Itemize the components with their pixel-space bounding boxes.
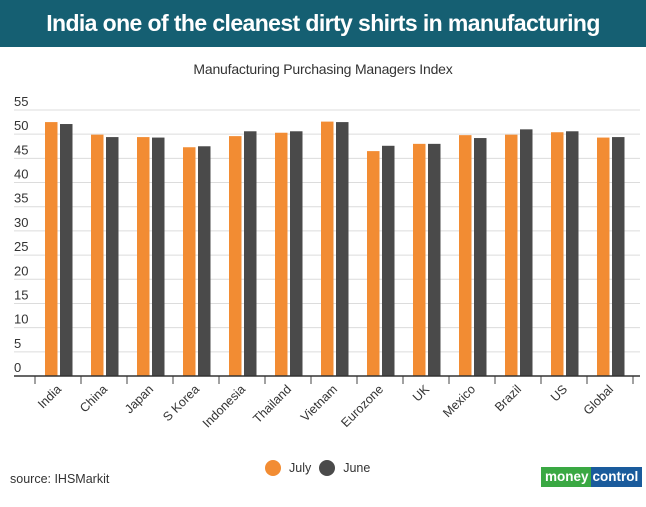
x-tick-label: Mexico	[440, 382, 478, 420]
logo-control: control	[590, 467, 643, 487]
bar-july	[551, 132, 564, 376]
bar-july	[183, 147, 196, 376]
source-note: source: IHSMarkit	[10, 472, 110, 486]
legend-june-swatch	[319, 460, 336, 476]
chart-header-title: India one of the cleanest dirty shirts i…	[0, 0, 646, 47]
x-tick-label: Brazil	[492, 382, 524, 414]
y-tick-label: 55	[14, 94, 28, 109]
bar-july	[505, 134, 518, 376]
bar-june	[244, 131, 257, 376]
x-tick-label: Japan	[122, 382, 156, 416]
bar-july	[413, 143, 426, 376]
chart-subtitle: Manufacturing Purchasing Managers Index	[193, 61, 453, 77]
bar-june	[566, 131, 579, 376]
y-tick-label: 50	[14, 118, 28, 133]
bar-june	[60, 124, 73, 376]
y-tick-label: 40	[14, 167, 28, 182]
bar-june	[152, 137, 165, 376]
bar-chart: 0 5 10 15 20 25 30 35 40 45 50 55 India China Japan S K…	[14, 94, 640, 430]
x-tick-label: Thailand	[250, 382, 294, 426]
x-tick-label: Eurozone	[338, 382, 386, 430]
y-tick-label: 20	[14, 263, 28, 278]
y-tick-label: 45	[14, 142, 28, 157]
bar-june	[382, 145, 395, 376]
legend: July June	[265, 460, 378, 476]
legend-july-label: July	[289, 461, 312, 475]
bar-june	[336, 122, 349, 376]
bar-june	[428, 143, 441, 376]
bar-june	[612, 137, 625, 376]
bar-june	[474, 138, 487, 376]
bar-july	[459, 135, 472, 376]
bar-july	[597, 137, 610, 376]
y-tick-label: 30	[14, 215, 28, 230]
x-tick-label: Vietnam	[298, 382, 340, 424]
y-tick-label: 15	[14, 287, 28, 302]
bar-july	[91, 134, 104, 376]
bar-july	[229, 136, 242, 376]
bar-july	[367, 151, 380, 376]
x-tick-label: S Korea	[160, 382, 202, 424]
x-tick-label: US	[548, 382, 570, 404]
y-tick-label: 10	[14, 312, 28, 327]
y-tick-label: 25	[14, 239, 28, 254]
y-tick-label: 35	[14, 191, 28, 206]
x-tick-label: India	[35, 382, 64, 411]
x-tick-label: Global	[581, 382, 616, 417]
bar-july	[45, 122, 58, 376]
bar-july	[321, 121, 334, 376]
logo-money: money	[541, 467, 591, 487]
legend-june-label: June	[343, 461, 371, 475]
bar-june	[290, 131, 303, 376]
y-tick-label: 0	[14, 360, 21, 375]
bar-june	[106, 137, 119, 376]
bar-june	[198, 146, 211, 376]
bar-july	[275, 132, 288, 376]
x-tick-label: Indonesia	[200, 382, 248, 430]
bar-june	[520, 129, 533, 376]
x-tick-label: UK	[410, 382, 433, 405]
moneycontrol-logo: money control	[541, 467, 643, 487]
legend-july-swatch	[265, 460, 281, 476]
bar-july	[137, 137, 150, 376]
y-tick-label: 5	[14, 336, 21, 351]
x-tick-label: China	[77, 382, 110, 415]
